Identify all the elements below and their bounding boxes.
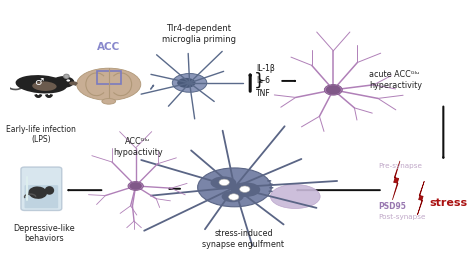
Ellipse shape	[324, 85, 342, 95]
Ellipse shape	[32, 81, 56, 91]
Text: PSD95: PSD95	[378, 202, 406, 211]
Text: acute ACCᴳˡᵘ
hyperactivity: acute ACCᴳˡᵘ hyperactivity	[369, 70, 422, 90]
Ellipse shape	[52, 76, 74, 88]
Text: Early-life infection
(LPS): Early-life infection (LPS)	[7, 125, 76, 144]
Polygon shape	[418, 181, 424, 215]
Ellipse shape	[173, 74, 207, 92]
Text: ♂: ♂	[34, 77, 43, 87]
Circle shape	[240, 186, 250, 192]
Ellipse shape	[269, 187, 273, 189]
Text: ACCᴳˡᵘ
hypoactivity: ACCᴳˡᵘ hypoactivity	[113, 137, 163, 157]
FancyBboxPatch shape	[21, 167, 62, 211]
Ellipse shape	[63, 74, 70, 79]
Ellipse shape	[268, 190, 273, 192]
Text: }: }	[254, 72, 265, 90]
Ellipse shape	[270, 185, 320, 209]
Ellipse shape	[177, 78, 195, 88]
Circle shape	[228, 194, 239, 200]
Ellipse shape	[45, 186, 54, 195]
Ellipse shape	[28, 186, 47, 199]
Circle shape	[326, 85, 341, 95]
Ellipse shape	[128, 181, 143, 190]
Ellipse shape	[267, 180, 272, 182]
Ellipse shape	[69, 81, 78, 85]
Text: Post-synapse: Post-synapse	[378, 214, 426, 220]
FancyBboxPatch shape	[25, 185, 58, 208]
Text: Pre-synapse: Pre-synapse	[378, 164, 422, 169]
Ellipse shape	[16, 75, 67, 94]
Circle shape	[219, 179, 229, 186]
Text: stress: stress	[430, 198, 468, 208]
Text: stress-induced
synapse engulfment: stress-induced synapse engulfment	[202, 229, 284, 249]
Ellipse shape	[198, 168, 271, 207]
Ellipse shape	[102, 99, 116, 104]
Circle shape	[129, 182, 142, 190]
Ellipse shape	[231, 182, 260, 197]
Ellipse shape	[222, 191, 244, 202]
Text: ACC: ACC	[97, 42, 120, 52]
Ellipse shape	[77, 68, 141, 101]
Text: Tlr4-dependent
microglia priming: Tlr4-dependent microglia priming	[162, 24, 236, 44]
Circle shape	[66, 79, 70, 82]
Text: IL-1β
IL-6
TNF: IL-1β IL-6 TNF	[256, 64, 275, 98]
Ellipse shape	[64, 74, 69, 78]
Polygon shape	[392, 161, 400, 200]
Text: Depressive-like
behaviors: Depressive-like behaviors	[13, 224, 74, 243]
Ellipse shape	[269, 183, 273, 185]
Ellipse shape	[210, 176, 237, 189]
